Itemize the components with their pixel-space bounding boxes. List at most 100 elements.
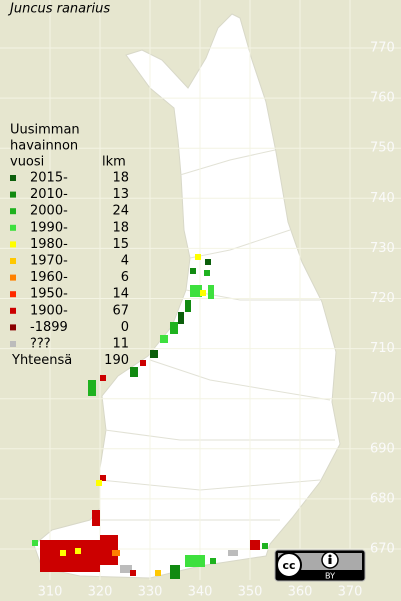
legend-label: 2000-: [30, 204, 68, 219]
occurrence-square: [204, 270, 210, 276]
occurrence-square: [92, 510, 100, 526]
legend-swatch: [10, 274, 16, 281]
legend-count: 67: [112, 303, 129, 318]
occurrence-square: [60, 550, 66, 556]
legend-label: 1980-: [30, 237, 68, 252]
x-grid-label: 340: [188, 585, 213, 600]
legend-swatch: [10, 291, 16, 298]
y-grid-label: 690: [370, 441, 395, 456]
legend-label: 1990-: [30, 220, 68, 235]
occurrence-square: [250, 540, 260, 550]
occurrence-square: [205, 259, 211, 265]
occurrence-square: [210, 558, 216, 564]
y-grid-label: 730: [370, 241, 395, 256]
occurrence-square: [160, 335, 168, 343]
legend-count: 18: [112, 220, 129, 235]
legend-count: 0: [121, 320, 129, 335]
occurrence-square: [185, 300, 191, 312]
occurrence-square: [208, 285, 214, 299]
occurrence-square: [140, 360, 146, 366]
occurrence-square: [120, 565, 132, 573]
region-borders: [95, 149, 335, 521]
occurrence-square: [178, 312, 184, 324]
occurrences: [32, 254, 268, 579]
legend-label: 2015-: [30, 171, 68, 186]
occurrence-square: [130, 570, 136, 576]
y-grid-label: 700: [370, 391, 395, 406]
occurrence-square: [170, 322, 178, 334]
occurrence-square: [228, 550, 238, 556]
y-grid-label: 770: [370, 41, 395, 56]
legend-swatch: [10, 224, 16, 231]
y-grid-label: 670: [370, 542, 395, 557]
y-grid-label: 710: [370, 341, 395, 356]
occurrence-square: [100, 375, 106, 381]
legend-label: 1970-: [30, 254, 68, 269]
legend-label: ???: [30, 337, 51, 352]
x-grid-label: 330: [138, 585, 163, 600]
svg-text:cc: cc: [282, 559, 295, 572]
occurrence-square: [100, 475, 106, 481]
y-grid-label: 750: [370, 141, 395, 156]
x-grid-label: 360: [288, 585, 313, 600]
legend-count: 13: [112, 187, 129, 202]
legend-label: -1899: [30, 320, 68, 335]
x-grid-label: 310: [38, 585, 63, 600]
occurrence-square: [32, 540, 38, 546]
legend-count: 6: [121, 270, 129, 285]
occurrence-square: [170, 565, 180, 579]
legend-label: 1900-: [30, 303, 68, 318]
legend-swatch: [10, 341, 16, 347]
occurrence-square: [40, 540, 100, 572]
legend-count: 24: [112, 204, 129, 219]
legend-swatch: [10, 324, 16, 331]
occurrence-square: [190, 268, 196, 274]
occurrence-square: [112, 550, 120, 556]
legend-total-label: Yhteensä: [11, 353, 72, 368]
legend-label: 2010-: [30, 187, 68, 202]
legend-count-heading: lkm: [102, 155, 126, 170]
legend-swatch: [10, 208, 16, 215]
occurrence-square: [185, 555, 205, 567]
occurrence-square: [262, 543, 268, 549]
legend-total-count: 190: [104, 353, 129, 368]
occurrence-square: [150, 350, 158, 358]
x-grid-label: 350: [238, 585, 263, 600]
legend-swatch: [10, 307, 16, 314]
occurrence-square: [200, 290, 206, 296]
legend-count: 4: [121, 254, 129, 269]
occurrence-square: [195, 254, 201, 260]
legend-heading: havainnon: [10, 139, 78, 154]
occurrence-square: [88, 380, 96, 396]
y-grid-label: 680: [370, 491, 395, 506]
y-grid-label: 760: [370, 91, 395, 106]
legend-swatch: [10, 258, 16, 264]
legend-count: 14: [112, 287, 129, 302]
legend-count: 11: [112, 337, 129, 352]
legend-heading: Uusimman: [10, 123, 80, 138]
legend-label: 1950-: [30, 287, 68, 302]
badge-by: BY: [325, 572, 335, 581]
legend-count: 18: [112, 171, 129, 186]
legend-swatch: [10, 175, 16, 181]
title: Juncus ranarius: [7, 2, 110, 17]
occurrence-square: [190, 285, 202, 297]
occurrence-square: [155, 570, 161, 576]
y-grid-label: 740: [370, 191, 395, 206]
x-grid-label: 320: [88, 585, 113, 600]
occurrence-square: [100, 535, 118, 565]
occurrence-square: [75, 548, 81, 554]
legend-swatch: [10, 241, 16, 248]
legend-heading: vuosi: [10, 155, 44, 170]
y-grid-label: 720: [370, 291, 395, 306]
occurrence-square: [130, 367, 138, 377]
occurrence-square: [96, 480, 102, 486]
x-grid-label: 370: [338, 585, 363, 600]
license-badge: cc BY: [274, 549, 366, 582]
legend-swatch: [10, 191, 16, 198]
legend-count: 15: [112, 237, 129, 252]
legend-label: 1960-: [30, 270, 68, 285]
